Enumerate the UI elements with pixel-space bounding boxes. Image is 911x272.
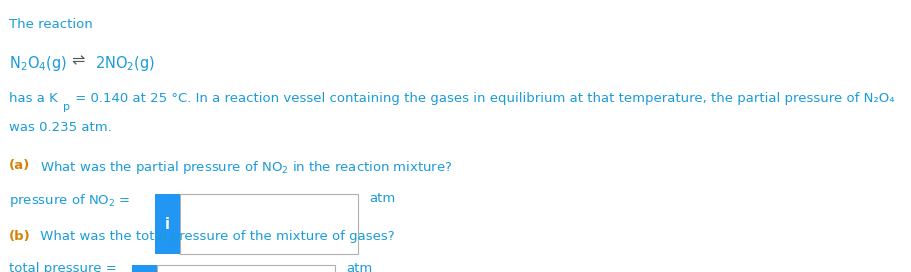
FancyBboxPatch shape <box>157 265 334 272</box>
Text: = 0.140 at 25 °C. In a reaction vessel containing the gases in equilibrium at th: = 0.140 at 25 °C. In a reaction vessel c… <box>71 92 894 106</box>
FancyBboxPatch shape <box>155 194 179 254</box>
FancyBboxPatch shape <box>132 265 157 272</box>
Text: p: p <box>63 102 70 112</box>
Text: What was the partial pressure of NO$_2$ in the reaction mixture?: What was the partial pressure of NO$_2$ … <box>36 159 453 176</box>
Text: atm: atm <box>346 262 373 272</box>
Text: ⇌: ⇌ <box>71 53 85 68</box>
Text: atm: atm <box>369 192 395 205</box>
Text: total pressure =: total pressure = <box>9 262 117 272</box>
Text: 2NO$_2$(g): 2NO$_2$(g) <box>95 54 155 73</box>
Text: What was the total pressure of the mixture of gases?: What was the total pressure of the mixtu… <box>36 230 394 243</box>
Text: The reaction: The reaction <box>9 18 93 31</box>
FancyBboxPatch shape <box>179 194 357 254</box>
Text: (b): (b) <box>9 230 31 243</box>
Text: (a): (a) <box>9 159 30 172</box>
Text: N$_2$O$_4$(g): N$_2$O$_4$(g) <box>9 54 67 73</box>
Text: was 0.235 atm.: was 0.235 atm. <box>9 121 112 134</box>
Text: i: i <box>165 217 169 232</box>
Text: has a K: has a K <box>9 92 57 106</box>
Text: pressure of NO$_2$ =: pressure of NO$_2$ = <box>9 192 130 209</box>
